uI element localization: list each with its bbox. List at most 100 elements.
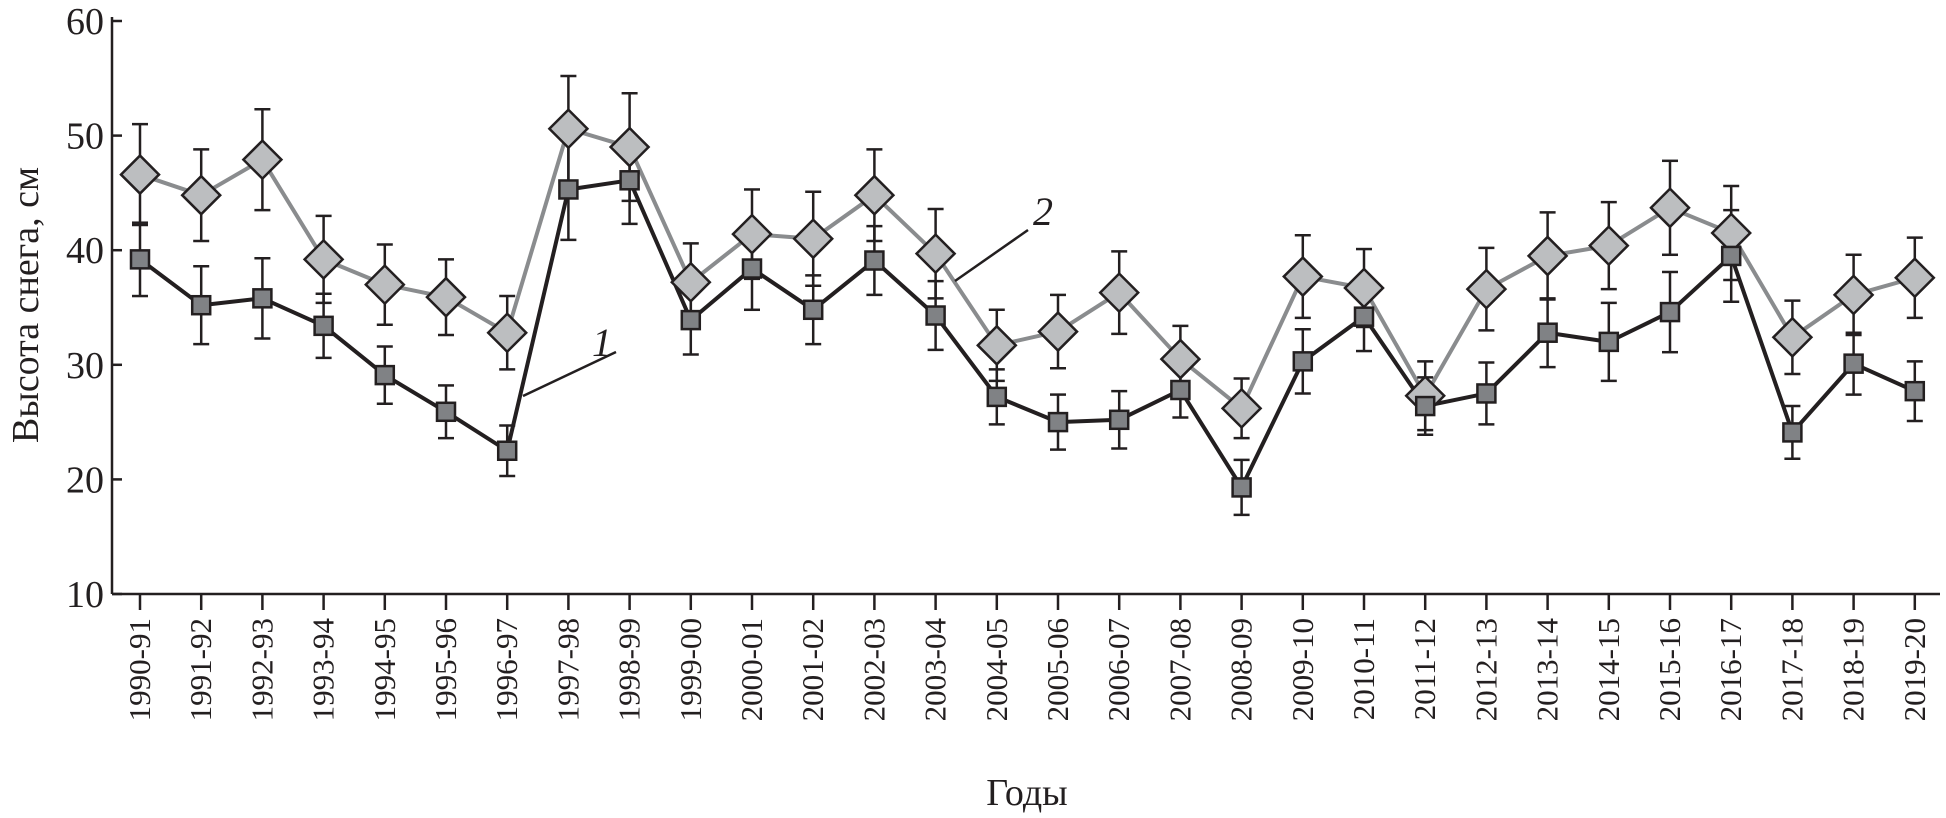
series-1-point <box>1843 353 1864 374</box>
series-1-point <box>313 315 334 337</box>
series-1-point <box>129 249 151 270</box>
x-tick-label: 2007-08 <box>1162 618 1197 721</box>
series-2-point <box>1649 187 1691 229</box>
series-1-point <box>252 288 273 309</box>
x-tick-label: 2016-17 <box>1713 618 1748 721</box>
x-tick-labels: 1990-91 1991-92 1992-93 1993-94 1994-95 1995-… <box>122 618 1932 722</box>
y-tick-labels: 10 20 30 40 50 60 <box>66 1 104 616</box>
series-1-point <box>864 250 885 271</box>
series-1-point <box>1782 422 1803 443</box>
series-1-point <box>986 386 1008 408</box>
y-tick-label: 20 <box>66 459 104 501</box>
x-tick-label: 1997-98 <box>550 618 585 721</box>
series-2-point <box>1037 310 1079 353</box>
x-tick-label: 2014-15 <box>1591 618 1626 721</box>
series-2-point <box>1832 274 1875 316</box>
x-tick-label: 1994-95 <box>367 618 402 721</box>
series-1-point <box>741 258 763 279</box>
series-1-point <box>1659 301 1681 323</box>
series-1-point <box>680 309 702 331</box>
series-1-point <box>1720 245 1742 267</box>
x-tick-label: 2009-10 <box>1285 618 1320 721</box>
x-tick-label: 2003-04 <box>918 618 953 722</box>
series-1-point <box>1231 477 1252 498</box>
series-1-point <box>1476 383 1497 404</box>
series-2-point <box>302 238 345 281</box>
error-bars <box>132 74 1923 517</box>
x-tick-label: 2018-19 <box>1836 618 1871 721</box>
series-1-point <box>1108 409 1130 431</box>
x-tick-label: 2005-06 <box>1040 618 1075 721</box>
series-1-point <box>1537 322 1558 343</box>
x-tick-label: 1996-97 <box>489 618 524 721</box>
series-2-label: 2 <box>1033 189 1053 234</box>
series-1-point <box>374 364 396 386</box>
series-1-point <box>1353 306 1375 327</box>
series-2-point <box>731 213 773 255</box>
series-2-point <box>792 217 834 260</box>
x-tick-label: 2008-09 <box>1224 618 1259 721</box>
series-1-point <box>496 440 518 461</box>
x-tick-label: 2010-11 <box>1346 618 1381 720</box>
series-1-point <box>925 305 946 326</box>
series-2-point <box>976 324 1018 367</box>
series-2-point <box>1220 387 1263 430</box>
series-2-point <box>1282 255 1324 298</box>
series-2-line <box>139 126 1916 411</box>
series-2-point <box>119 153 161 196</box>
y-axis-label: Высота снега, см <box>5 167 47 443</box>
x-tick-label: 2013-14 <box>1530 618 1565 722</box>
series-markers <box>119 107 1936 498</box>
series-2-leader-line <box>954 228 1029 283</box>
annotations: 1 2 <box>522 189 1053 398</box>
x-tick-label: 2017-18 <box>1774 618 1809 721</box>
series-1-point <box>558 179 579 200</box>
y-tick-label: 40 <box>66 230 104 272</box>
series-2-point <box>1159 338 1202 380</box>
series-1-point <box>1414 395 1436 417</box>
x-tick-label: 1992-93 <box>244 618 279 721</box>
series-2-point <box>547 107 590 150</box>
y-tick-label: 10 <box>66 574 104 616</box>
series-2-point <box>1526 235 1569 277</box>
x-tick-label: 2012-13 <box>1468 618 1503 721</box>
series-1-point <box>1598 331 1620 353</box>
series-1-point <box>619 170 640 191</box>
series-1-line <box>138 178 1916 490</box>
x-axis-label: Годы <box>986 772 1067 814</box>
x-tick-label: 2000-01 <box>734 618 769 721</box>
axes <box>110 17 1940 610</box>
y-tick-label: 30 <box>66 345 104 387</box>
x-tick-label: 1999-00 <box>673 618 708 721</box>
series-2-point <box>1894 256 1936 299</box>
x-tick-label: 2006-07 <box>1101 618 1136 721</box>
y-tick-label: 50 <box>66 116 104 158</box>
series-1-leader-line <box>522 350 617 398</box>
x-tick-label: 2001-02 <box>795 618 830 721</box>
x-tick-label: 1991-92 <box>183 618 218 721</box>
series-2-point <box>670 261 712 304</box>
x-tick-label: 2011-12 <box>1407 618 1442 720</box>
series-2-point <box>1465 268 1508 310</box>
series-lines <box>138 126 1916 490</box>
series-1-point <box>1170 379 1191 401</box>
series-2-point <box>1771 316 1814 359</box>
series-2-point <box>1588 224 1630 267</box>
series-1-point <box>1047 411 1069 433</box>
x-tick-label: 2004-05 <box>979 618 1014 721</box>
series-2-point <box>364 263 406 306</box>
series-1-point <box>1292 351 1314 372</box>
x-tick-label: 2002-03 <box>856 618 891 721</box>
x-tick-label: 1993-94 <box>306 618 341 722</box>
series-1-point <box>1904 380 1926 402</box>
series-2-point <box>853 174 896 216</box>
series-2-point <box>486 311 528 354</box>
y-tick-label: 60 <box>66 1 104 43</box>
series-2-point <box>425 276 467 318</box>
x-tick-label: 1998-99 <box>612 618 647 721</box>
series-1-point <box>802 299 824 321</box>
series-2-point <box>180 174 222 216</box>
series-1-point <box>435 401 457 423</box>
series-2-point <box>1098 271 1140 314</box>
